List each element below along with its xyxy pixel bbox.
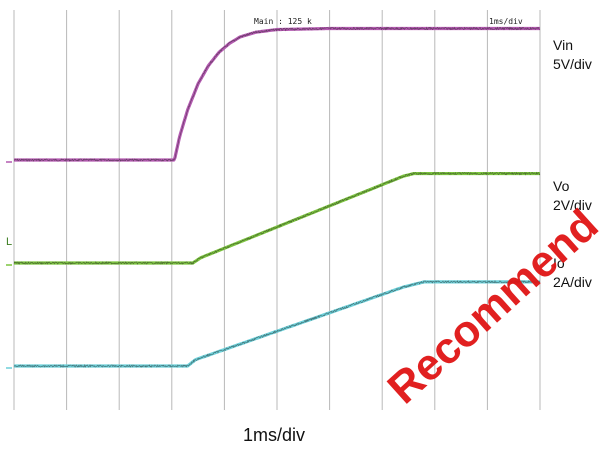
ground-marker-label: L xyxy=(6,236,13,248)
main-sample-label: Main : 125 k xyxy=(254,17,312,26)
trace-noise-vin xyxy=(13,26,541,162)
grid-lines xyxy=(13,10,541,410)
waveform-traces xyxy=(13,26,541,368)
x-axis-label: 1ms/div xyxy=(243,425,306,445)
io-scale-label: 2A/div xyxy=(553,274,592,290)
vin-name-label: Vin xyxy=(553,37,573,53)
io-name-label: Io xyxy=(553,255,565,271)
trace-noise-vo xyxy=(13,171,541,266)
timebase-label: 1ms/div xyxy=(489,17,523,26)
vin-scale-label: 5V/div xyxy=(553,56,592,72)
channel-markers xyxy=(6,161,12,369)
trace-noise-io xyxy=(13,279,541,368)
vo-scale-label: 2V/div xyxy=(553,197,592,213)
vo-name-label: Vo xyxy=(553,178,570,194)
